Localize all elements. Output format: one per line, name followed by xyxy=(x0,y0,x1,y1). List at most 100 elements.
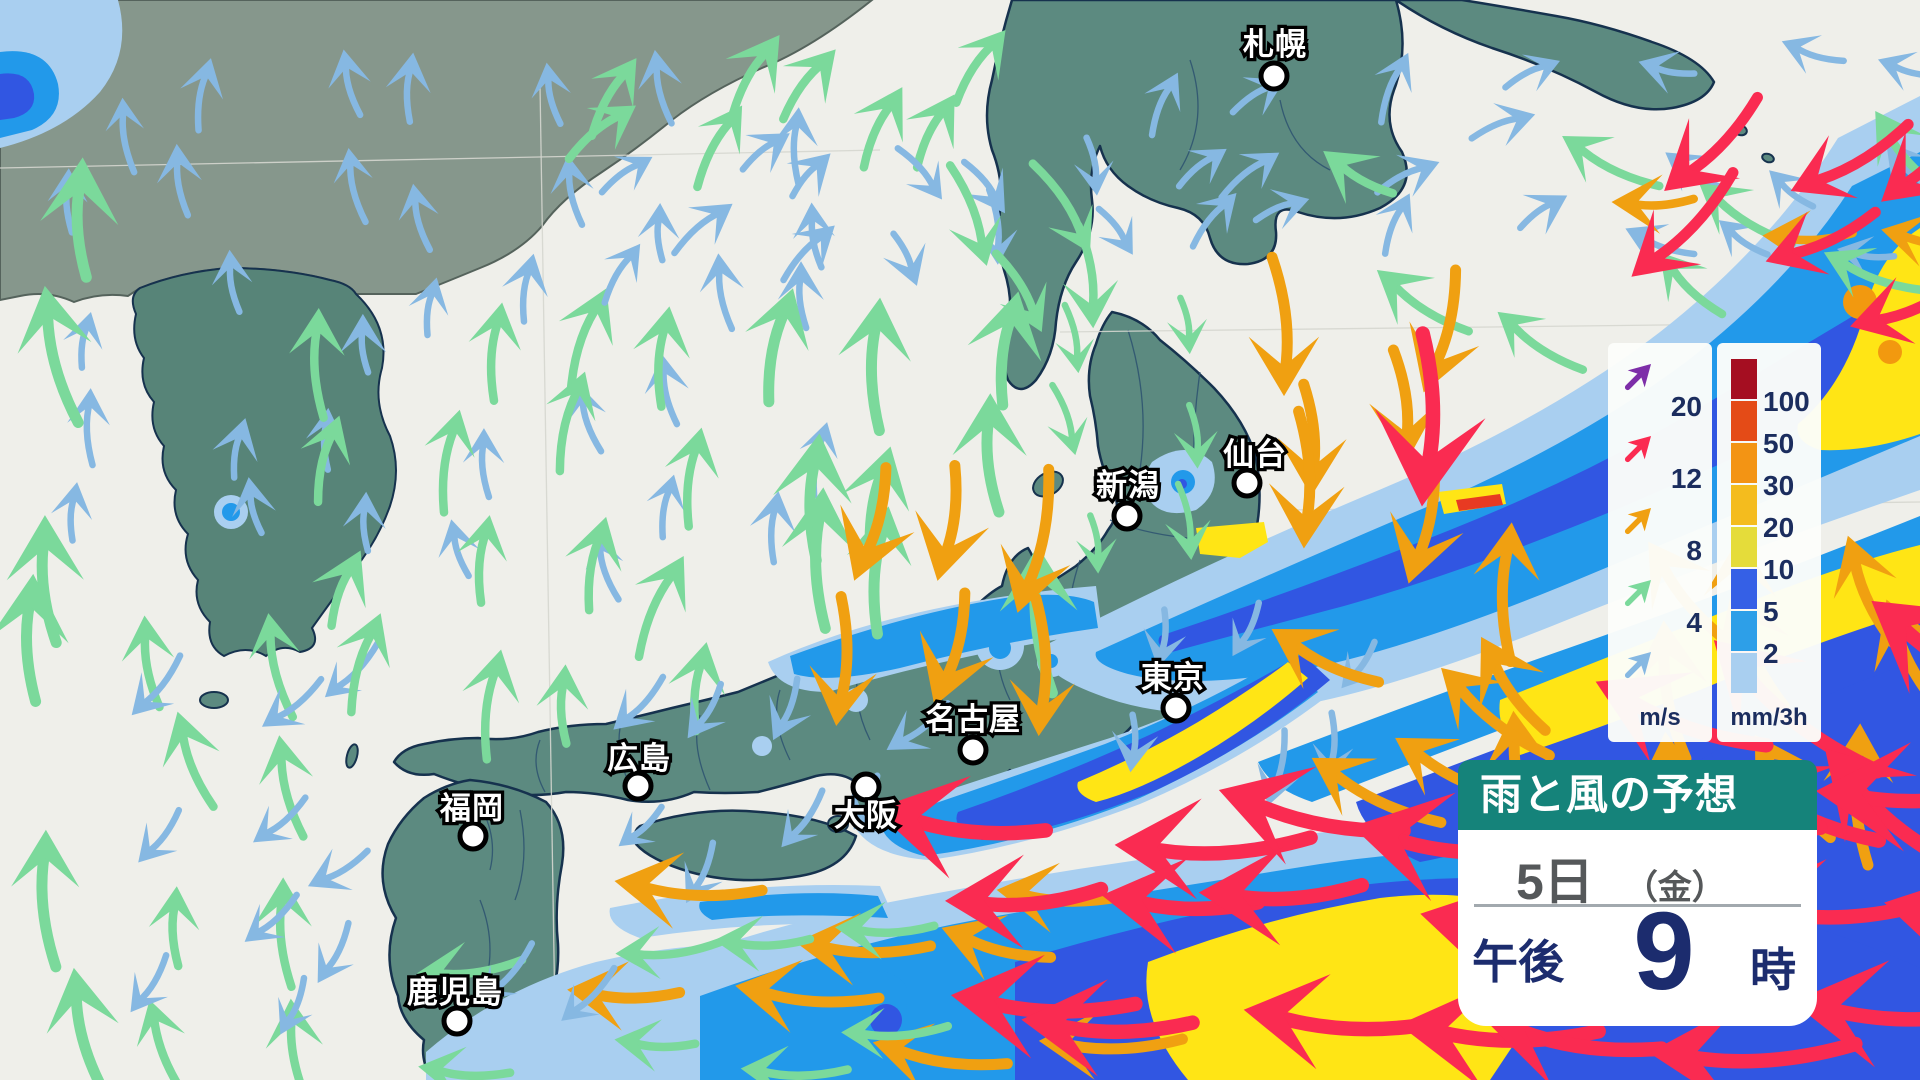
wind-arrow-blue xyxy=(67,388,110,469)
wind-arrow-blue xyxy=(1144,72,1181,139)
wind-arrow-blue xyxy=(462,428,505,501)
wind-arrow-blue xyxy=(550,155,594,228)
city-marker-niigata xyxy=(1111,500,1143,532)
wind-arrow-green xyxy=(991,249,1047,333)
wind-arrow-green xyxy=(558,288,613,392)
prefecture-border xyxy=(514,809,525,901)
wind-arrow-green xyxy=(634,556,686,662)
wind-arrow-green xyxy=(1823,247,1920,298)
rain-legend-value: 2 xyxy=(1763,638,1779,669)
wind-arrow-blue xyxy=(894,145,943,200)
city-marker-osaka xyxy=(850,771,882,803)
wind-arrow-green xyxy=(6,515,84,649)
wind-arrow-green xyxy=(952,29,1006,107)
rain-legend-value: 5 xyxy=(1763,596,1779,627)
wind-arrow-blue xyxy=(1374,52,1412,126)
wind-arrow-orange xyxy=(915,459,990,581)
wind-arrow-blue xyxy=(131,652,184,716)
wind-arrow-blue xyxy=(317,919,354,983)
rain-area-azure xyxy=(790,594,1098,678)
wind-arrow-orange xyxy=(919,587,994,706)
rain-area-azure xyxy=(222,503,240,521)
wind-arrow-blue xyxy=(773,107,818,188)
rain-legend-swatch xyxy=(1731,653,1757,693)
wind-arrow-red xyxy=(1871,600,1920,706)
wind-arrow-blue xyxy=(1189,192,1237,250)
wind-arrow-green xyxy=(1076,512,1117,574)
wind-legend-value: 8 xyxy=(1686,535,1702,566)
rain-legend-swatch xyxy=(1731,401,1757,441)
time-period: 午後 xyxy=(1472,936,1564,988)
wind-arrow-blue xyxy=(780,225,835,284)
wind-arrow-blue xyxy=(262,675,325,727)
wind-arrow-blue xyxy=(886,700,951,750)
wind-arrow-blue xyxy=(1218,152,1280,201)
wind-arrow-green xyxy=(136,999,191,1080)
wind-arrow-green xyxy=(714,915,815,972)
rain-legend-value: 50 xyxy=(1763,428,1795,459)
wind-arrow-blue xyxy=(130,952,170,1013)
wind-arrow-blue xyxy=(1232,599,1267,657)
prefecture-border xyxy=(1279,99,1331,171)
wind-arrow-blue xyxy=(687,680,726,739)
wind-arrow-red xyxy=(874,775,1054,879)
wind-arrow-blue xyxy=(598,156,653,196)
wind-arrow-red xyxy=(1850,277,1920,344)
wind-arrow-green xyxy=(121,615,175,712)
wind-arrow-green xyxy=(945,161,1001,266)
wind-arrow-red xyxy=(1021,979,1200,1077)
wind-arrow-blue xyxy=(637,203,680,264)
wind-arrow-green xyxy=(740,1045,852,1080)
wind-arrow-blue xyxy=(278,974,313,1035)
prefecture-border xyxy=(1127,329,1144,471)
wind-arrow-green xyxy=(300,415,351,507)
wind-arrow-red xyxy=(1815,742,1920,852)
rain-area-red xyxy=(1456,494,1503,511)
wind-arrow-green xyxy=(1047,381,1088,456)
wind-arrow-blue xyxy=(438,519,480,580)
wind-arrow-blue xyxy=(1252,189,1310,230)
wind-arrow-red xyxy=(1198,846,1370,946)
wind-arrow-orange xyxy=(1881,213,1920,267)
wind-arrow-blue xyxy=(328,49,371,119)
rain-legend-swatch xyxy=(1731,611,1757,651)
wind-arrow-green xyxy=(1323,151,1398,205)
wind-arrow-blue xyxy=(769,675,812,741)
rain-area-royal xyxy=(0,73,35,120)
wind-arrow-green xyxy=(615,926,724,980)
city-label-sendai: 仙台 xyxy=(1223,437,1287,472)
wind-arrow-green xyxy=(781,487,856,634)
rain-area-orange xyxy=(1878,340,1902,364)
wind-arrow-blue xyxy=(180,58,224,134)
wind-arrow-orange xyxy=(1269,405,1345,549)
forecast-datetime: 5日 （金） 午後 9 時 xyxy=(1458,830,1817,1026)
prefecture-border xyxy=(535,739,546,793)
wind-arrow-red xyxy=(1114,798,1318,900)
forecast-title: 雨と風の予想 xyxy=(1458,760,1817,830)
wind-arrow-blue xyxy=(646,474,685,541)
prefecture-border xyxy=(1179,59,1199,171)
wind-arrow-blue xyxy=(333,147,373,226)
rain-unit-label: mm/3h xyxy=(1730,704,1808,731)
wind-arrow-green xyxy=(725,35,780,118)
wind-arrow-green xyxy=(967,291,1042,411)
wind-arrow-green xyxy=(289,308,345,422)
wind-arrow-blue xyxy=(253,794,309,843)
wind-arrow-green xyxy=(424,409,475,517)
wind-arrow-red xyxy=(945,854,1109,949)
wind-arrow-orange xyxy=(840,462,915,581)
rain-area-yellow xyxy=(1196,522,1268,558)
rain-legend-value: 10 xyxy=(1763,554,1795,585)
city-label-niigata: 新潟 xyxy=(1096,468,1160,503)
wind-speed-legend: m/s 20 12 8 4 xyxy=(1608,343,1712,742)
rain-legend-swatch xyxy=(1731,443,1757,483)
wind-arrow-green xyxy=(17,285,92,428)
wind-legend-arrow-icon xyxy=(1616,569,1662,615)
time-hour: 9 xyxy=(1633,890,1695,1013)
wind-arrow-green xyxy=(312,550,366,631)
wind-arrow-blue xyxy=(777,261,824,332)
wind-arrow-red xyxy=(1792,960,1920,1068)
wind-arrow-blue xyxy=(638,49,682,127)
wind-arrow-blue xyxy=(244,891,300,942)
date-day: 5日 xyxy=(1516,854,1594,910)
